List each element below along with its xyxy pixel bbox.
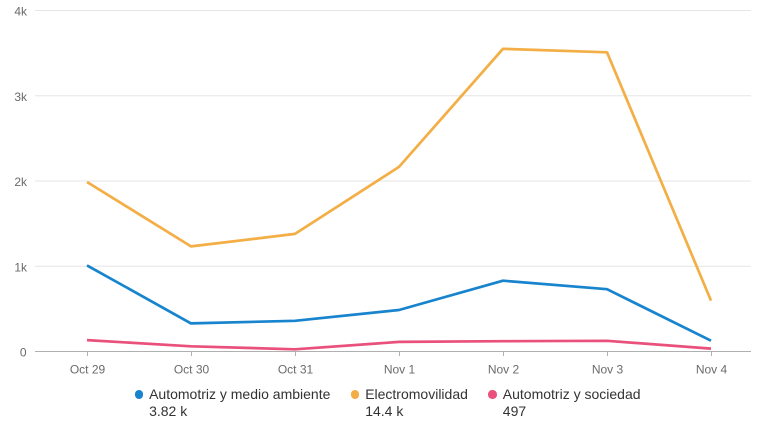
svg-text:Oct 30: Oct 30	[174, 362, 210, 376]
svg-text:Oct 31: Oct 31	[278, 362, 314, 376]
svg-text:Nov 2: Nov 2	[488, 362, 520, 376]
svg-text:2k: 2k	[14, 175, 28, 189]
svg-text:Oct 29: Oct 29	[70, 362, 106, 376]
svg-text:Nov 1: Nov 1	[384, 362, 416, 376]
svg-text:Nov 4: Nov 4	[696, 362, 728, 376]
svg-text:4k: 4k	[14, 5, 28, 19]
svg-text:1k: 1k	[14, 260, 28, 274]
svg-text:0: 0	[20, 346, 27, 360]
svg-text:Nov 3: Nov 3	[592, 362, 624, 376]
svg-text:3k: 3k	[14, 90, 28, 104]
